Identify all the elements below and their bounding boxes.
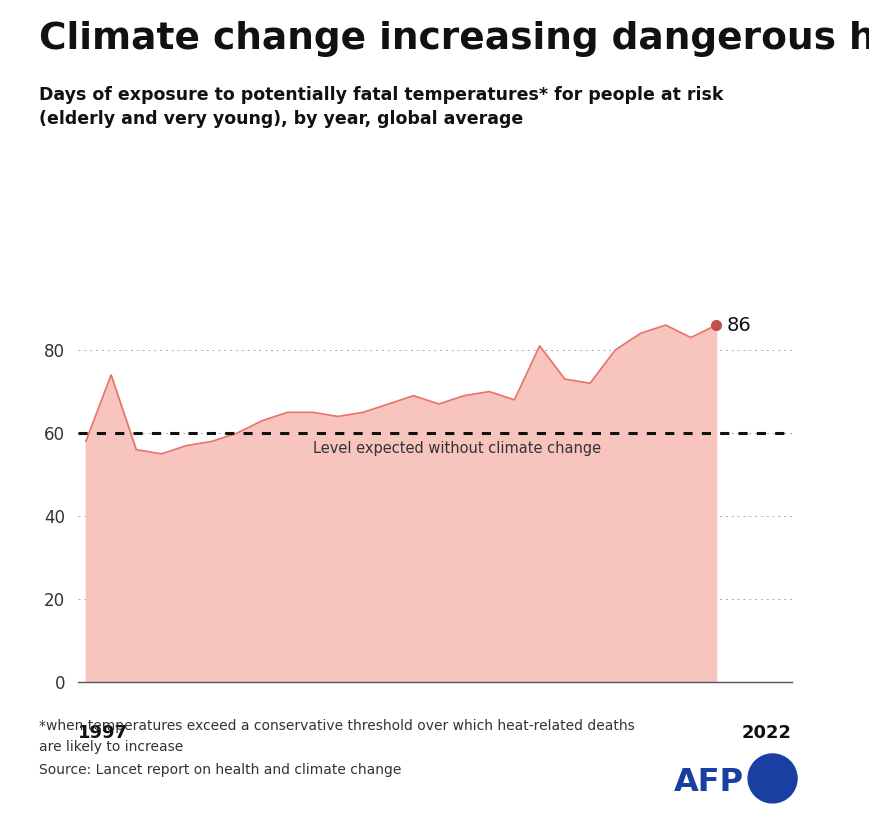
Text: (elderly and very young), by year, global average: (elderly and very young), by year, globa… — [39, 110, 523, 128]
Text: Source: Lancet report on health and climate change: Source: Lancet report on health and clim… — [39, 763, 401, 777]
Text: 2022: 2022 — [741, 724, 791, 741]
Text: 86: 86 — [726, 316, 750, 335]
Text: Days of exposure to potentially fatal temperatures* for people at risk: Days of exposure to potentially fatal te… — [39, 86, 723, 104]
Circle shape — [747, 754, 796, 803]
Text: AFP: AFP — [673, 767, 744, 798]
Text: Climate change increasing dangerous heat: Climate change increasing dangerous heat — [39, 21, 869, 57]
Text: *when temperatures exceed a conservative threshold over which heat-related death: *when temperatures exceed a conservative… — [39, 719, 634, 733]
Text: 1997: 1997 — [78, 724, 128, 741]
Text: Level expected without climate change: Level expected without climate change — [312, 441, 600, 456]
Text: are likely to increase: are likely to increase — [39, 740, 183, 754]
